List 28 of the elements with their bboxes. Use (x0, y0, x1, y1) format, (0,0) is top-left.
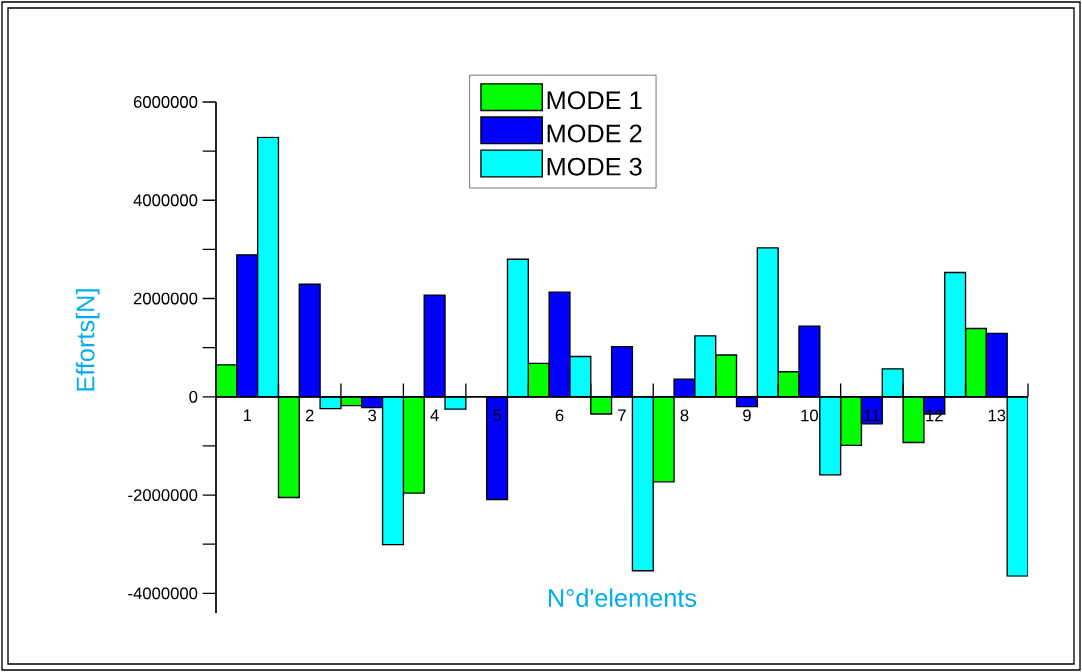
legend-label: MODE 1 (547, 91, 642, 110)
bar (403, 396, 425, 494)
x-tick-label: 10 (801, 409, 818, 422)
x-tick-label: 6 (555, 409, 564, 422)
x-tick-label: 7 (618, 409, 626, 421)
legend-label: MODE 3 (547, 157, 642, 176)
y-tick-label: 0 (189, 390, 198, 403)
bar (964, 327, 988, 398)
x-tick-label: 8 (680, 409, 689, 422)
y-tick-label: -4000000 (128, 587, 198, 600)
y-axis-title: Efforts[N] (75, 289, 100, 391)
y-tick-label: -2000000 (128, 489, 198, 501)
x-tick-label: 13 (988, 409, 1006, 422)
bar (278, 396, 300, 498)
bar (715, 355, 737, 397)
x-tick-label: 2 (305, 409, 314, 422)
y-tick-label: 2000000 (133, 292, 198, 305)
x-tick-label: 11 (864, 409, 880, 421)
legend-label: MODE 2 (547, 124, 642, 143)
x-tick-label: 5 (493, 409, 502, 422)
bar (840, 396, 862, 446)
x-tick-label: 4 (430, 409, 439, 421)
x-tick-label: 9 (743, 409, 751, 422)
y-tick-label: 4000000 (133, 194, 198, 207)
x-tick-label: 3 (368, 409, 377, 422)
x-axis-title: N°d'elements (549, 588, 697, 607)
y-tick-label: 6000000 (133, 96, 198, 108)
x-tick-label: 1 (243, 409, 252, 421)
